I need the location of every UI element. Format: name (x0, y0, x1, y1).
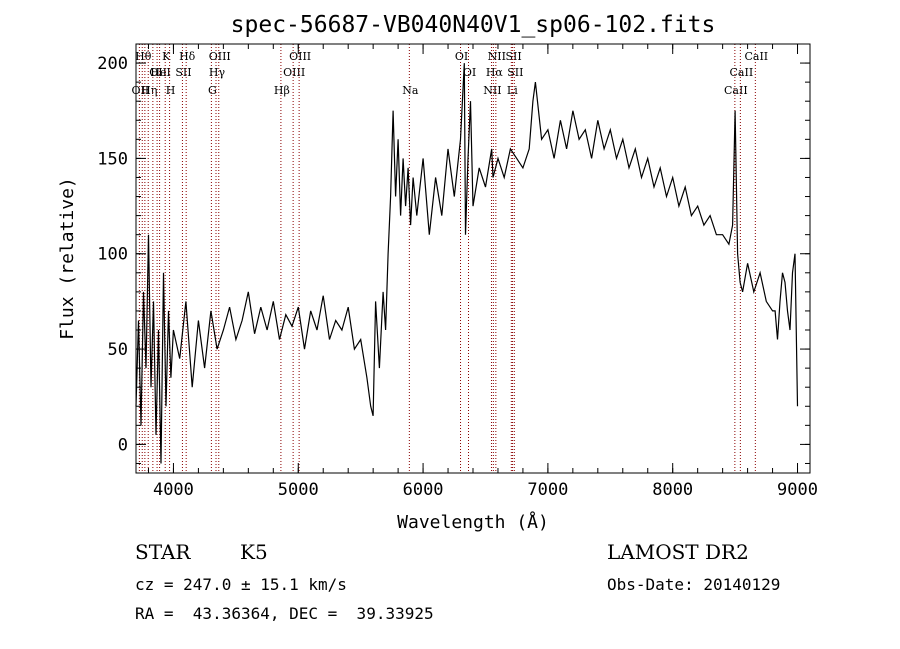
line-label: H (166, 84, 176, 97)
line-label: Hα (486, 66, 504, 79)
x-tick-label: 7000 (527, 480, 568, 500)
line-label: OIII (289, 50, 311, 63)
line-label: SII (507, 66, 523, 79)
line-label: OIII (209, 50, 231, 63)
object-class: STAR (135, 540, 191, 564)
chart-title: spec-56687-VB040N40V1_sp06-102.fits (231, 12, 716, 38)
x-tick-label: 6000 (403, 480, 444, 500)
survey-label: LAMOST DR2 (607, 540, 749, 564)
x-tick-label: 8000 (652, 480, 693, 500)
line-label: Hη (141, 84, 157, 97)
line-label: CaII (724, 84, 748, 97)
line-label: CaII (730, 66, 754, 79)
line-label: Hγ (209, 66, 226, 79)
spectrum-line (135, 63, 799, 464)
line-label: Li (507, 84, 518, 97)
x-tick-label: 4000 (153, 480, 194, 500)
obs-date-label: Obs-Date: 20140129 (607, 575, 781, 594)
line-label: NII (483, 84, 501, 97)
y-tick-label: 150 (97, 149, 128, 169)
coordinates-label: RA = 43.36364, DEC = 39.33925 (135, 604, 434, 623)
line-label: SII (505, 50, 521, 63)
y-tick-label: 100 (97, 245, 128, 265)
line-label: K (162, 50, 171, 63)
line-label: CaII (744, 50, 768, 63)
line-label: SII (175, 66, 191, 79)
line-label: OII (149, 66, 167, 79)
y-tick-label: 200 (97, 54, 128, 74)
line-label: Hβ (274, 84, 290, 97)
y-axis-label: Flux (relative) (57, 177, 78, 340)
y-tick-label: 50 (108, 340, 128, 360)
redshift-label: cz = 247.0 ± 15.1 km/s (135, 575, 347, 594)
line-label: OI (455, 50, 468, 63)
plot-frame (135, 43, 811, 474)
object-subclass: K5 (240, 540, 268, 564)
line-label: HeI (150, 66, 170, 79)
line-label: Na (402, 84, 419, 97)
line-label: Hθ (135, 50, 152, 63)
line-label: NII (488, 50, 506, 63)
line-label: OI (463, 66, 476, 79)
line-label: OIII (283, 66, 305, 79)
x-tick-label: 9000 (777, 480, 818, 500)
line-label: G (208, 84, 217, 97)
x-axis-label: Wavelength (Å) (397, 511, 549, 533)
y-tick-label: 0 (118, 435, 128, 455)
x-tick-label: 5000 (278, 480, 319, 500)
line-label: Hδ (179, 50, 196, 63)
